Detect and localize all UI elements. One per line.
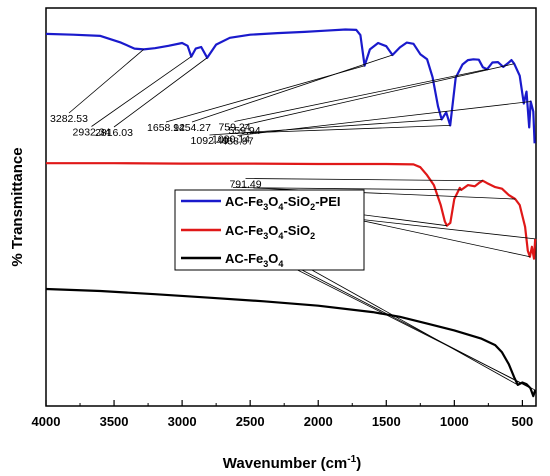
annotation-leader: [232, 187, 462, 191]
legend-label-1: AC-Fe3O4-SiO2: [225, 223, 315, 241]
legend: AC-Fe3O4-SiO2-PEI AC-Fe3O4-SiO2 AC-Fe3O4: [174, 189, 365, 271]
annotation-leader: [68, 49, 144, 114]
peak-label: 2816.03: [95, 127, 133, 139]
legend-label-2: AC-Fe3O4: [225, 251, 283, 269]
x-tick-label: 2500: [236, 414, 265, 429]
peak-label: 2932.34: [73, 127, 111, 139]
series-line-0: [45, 28, 536, 144]
y-axis-title: % Transmittance: [9, 147, 26, 266]
peak-label: 1658.92: [147, 122, 185, 134]
x-tick-label: 1000: [440, 414, 469, 429]
annotation-leader: [234, 68, 488, 122]
annotation-leader: [245, 178, 483, 182]
annotation-leader: [237, 101, 531, 136]
plot-frame: [45, 7, 537, 407]
x-tick-label: 2000: [304, 414, 333, 429]
peak-label: 1030.14: [212, 134, 250, 146]
annotation-leader: [244, 63, 515, 126]
peak-label: 1092.49: [191, 135, 229, 147]
x-axis-title: Wavenumber (cm-1): [223, 454, 361, 472]
annotation-leader: [113, 57, 208, 128]
peak-label: 1454.27: [173, 122, 211, 134]
x-tick-label: 3000: [168, 414, 197, 429]
x-tick-label: 3500: [100, 414, 129, 429]
annotation-leader: [91, 56, 192, 127]
legend-label-0: AC-Fe3O4-SiO2-PEI: [225, 194, 340, 212]
series-line-2: [45, 287, 537, 398]
peak-label: 3282.53: [50, 113, 88, 125]
peak-label: 438.97: [221, 136, 253, 148]
x-tick-label: 500: [512, 414, 534, 429]
tick-marks: 4000 3500 3000 2500 2000 1500 1000 500: [32, 400, 534, 429]
x-tick-label: 1500: [372, 414, 401, 429]
annotation-leader: [209, 119, 442, 136]
peak-label: 791.49: [229, 179, 261, 191]
peak-label: 559.94: [228, 125, 260, 137]
annotation-leader: [191, 54, 393, 123]
x-tick-label: 4000: [32, 414, 61, 429]
peak-label: 759.24: [218, 122, 250, 134]
